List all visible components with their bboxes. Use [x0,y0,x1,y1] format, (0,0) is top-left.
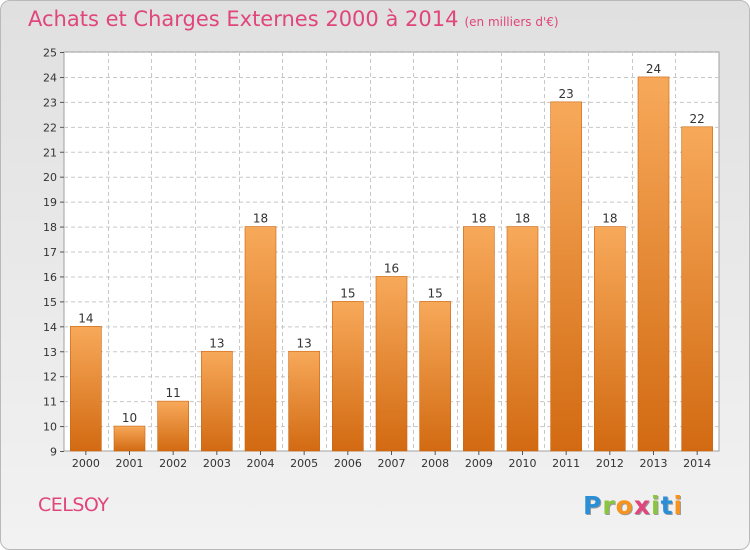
bar [375,276,408,452]
x-tick-label: 2014 [683,457,711,470]
logo-letter: o [615,491,634,520]
y-tick-label: 21 [43,146,57,159]
bar [157,400,189,452]
y-tick-label: 14 [43,321,57,334]
logo-letter: r [602,491,616,520]
bar-value-label: 10 [122,411,137,425]
logo-letter: t [660,491,674,520]
bar-value-label: 13 [209,336,224,350]
x-tick-label: 2013 [640,457,668,470]
y-tick-label: 9 [50,446,57,459]
bar [244,226,277,452]
y-tick-label: 20 [43,171,57,184]
y-tick-label: 18 [43,221,57,234]
y-tick-label: 16 [43,271,57,284]
proxiti-logo: Proxiti [583,491,683,520]
y-tick-label: 19 [43,196,57,209]
bar [70,326,102,452]
bar [113,425,146,452]
y-tick-label: 12 [43,371,57,384]
bar-value-label: 23 [559,87,574,101]
x-tick-label: 2009 [465,457,493,470]
bar-value-label: 13 [297,336,312,350]
y-tick-label: 23 [43,96,57,109]
commune-name: CELSOY [38,494,109,516]
x-tick-label: 2008 [421,457,449,470]
y-tick-label: 13 [43,346,57,359]
y-tick-label: 24 [43,71,57,84]
x-tick-label: 2000 [72,457,100,470]
logo-letter: i [673,491,684,520]
bar-value-label: 14 [78,311,93,325]
logo-letter: i [651,491,661,520]
bar [550,101,582,452]
bar-value-label: 18 [471,212,486,226]
x-tick-label: 2011 [552,457,580,470]
x-tick-label: 2003 [203,457,231,470]
x-tick-label: 2001 [116,457,144,470]
bar [594,226,626,452]
x-tick-label: 2012 [596,457,624,470]
y-tick-label: 15 [43,296,57,309]
x-tick-label: 2010 [509,457,537,470]
y-tick-label: 11 [43,396,57,409]
x-tick-label: 2005 [290,457,318,470]
logo-letter: P [583,491,603,520]
y-tick-label: 10 [43,421,57,434]
bar [332,301,364,452]
bar [419,301,451,452]
x-tick-label: 2002 [159,457,187,470]
bar-value-label: 18 [253,212,268,226]
bar-value-label: 22 [690,112,705,126]
title-text: Achats et Charges Externes 2000 à 2014 [28,7,459,31]
bar [463,226,495,452]
bar-value-label: 24 [646,62,661,76]
bar-value-label: 16 [384,261,399,275]
bar [201,350,233,452]
unit-label: (en milliers d'€) [464,15,559,29]
bar-value-label: 18 [602,212,617,226]
bar [288,350,320,452]
y-tick-label: 25 [43,47,57,60]
y-tick-label: 22 [43,121,57,134]
bar [637,76,670,452]
bar [681,126,713,452]
logo-letter: x [633,491,651,520]
bar-value-label: 18 [515,212,530,226]
y-tick-label: 17 [43,246,57,259]
x-tick-label: 2007 [378,457,406,470]
bar-value-label: 15 [428,286,443,300]
x-tick-label: 2004 [247,457,275,470]
x-tick-label: 2006 [334,457,362,470]
bar-value-label: 11 [166,386,181,400]
bar [506,226,539,452]
chart-title: Achats et Charges Externes 2000 à 2014 (e… [28,7,559,31]
bar-value-label: 15 [340,286,355,300]
